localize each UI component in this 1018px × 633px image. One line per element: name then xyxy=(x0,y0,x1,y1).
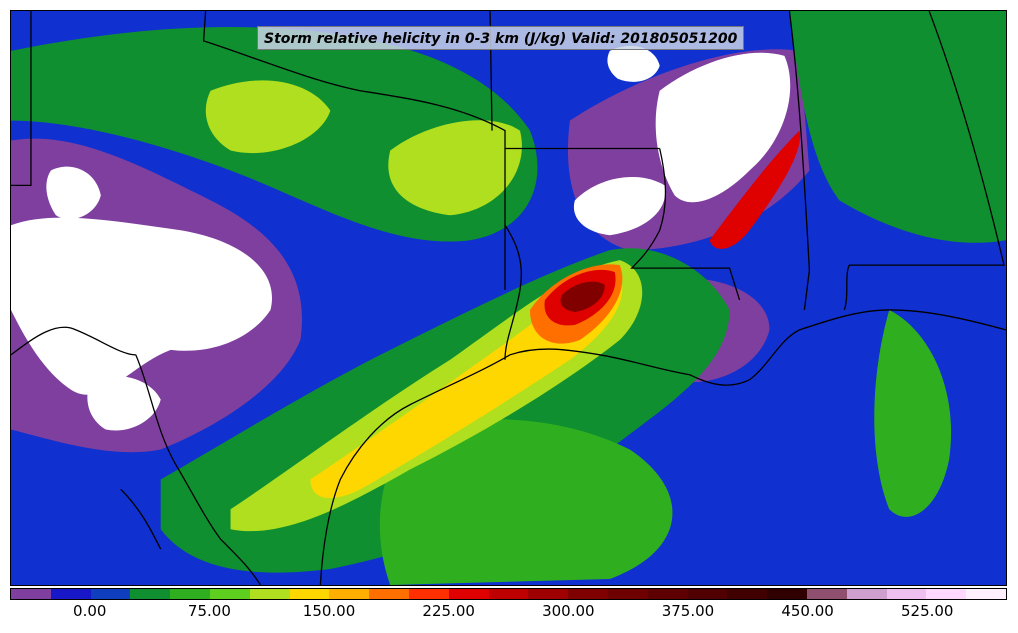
colorbar-segment xyxy=(329,589,370,599)
colorbar-tick-label: 450.00 xyxy=(781,602,834,620)
colorbar-segment xyxy=(607,589,648,599)
colorbar-segment xyxy=(767,589,807,599)
state-boundaries xyxy=(11,11,1005,585)
colorbar-tick-label: 150.00 xyxy=(302,602,356,620)
colorbar-segment xyxy=(886,589,927,599)
colorbar-segment xyxy=(11,589,51,599)
white-region-west-small xyxy=(46,166,101,220)
colorbar-segment xyxy=(289,589,330,599)
green-swath-gulf-east xyxy=(874,309,952,517)
yellow-green-north xyxy=(388,120,522,216)
yellow-green-ne xyxy=(205,80,331,154)
colorbar-tick-label: 375.00 xyxy=(661,602,715,620)
colorbar-segment xyxy=(130,589,171,599)
colorbar-tick-label: 300.00 xyxy=(542,602,595,620)
colorbar-segment xyxy=(90,589,131,599)
white-region-north-small xyxy=(573,176,666,236)
colorbar-tick-labels: 0.00 75.00 150.00 225.00 300.00 375.00 450.00 5… xyxy=(0,602,1018,626)
colorbar-segment xyxy=(647,589,688,599)
red-streak-ne xyxy=(709,130,801,249)
green-swath-south xyxy=(379,419,673,585)
colorbar-segment xyxy=(687,589,728,599)
colorbar-segment xyxy=(249,589,290,599)
colorbar-segment xyxy=(846,589,887,599)
colorbar-segment xyxy=(727,589,768,599)
white-region-north xyxy=(655,52,791,203)
colorbar-segment xyxy=(50,589,91,599)
white-region-southwest xyxy=(87,375,161,431)
colorbar-tick-label: 0.00 xyxy=(73,602,107,620)
colorbar-tick-label: 225.00 xyxy=(422,602,475,620)
white-region-north-top xyxy=(607,45,660,82)
map-panel: Storm relative helicity in 0-3 km (J/kg)… xyxy=(10,10,1007,586)
helicity-map xyxy=(11,11,1006,585)
colorbar-segment xyxy=(209,589,250,599)
map-title: Storm relative helicity in 0-3 km (J/kg)… xyxy=(257,26,745,50)
colorbar-segment xyxy=(488,589,529,599)
green-swath-east xyxy=(789,11,1006,243)
coastline xyxy=(319,309,1006,585)
colorbar-segment xyxy=(966,589,1006,599)
colorbar-segment xyxy=(806,589,847,599)
colorbar-segment xyxy=(369,589,409,599)
colorbar-segment xyxy=(170,589,210,599)
white-region-west xyxy=(11,217,273,395)
colorbar-segment xyxy=(926,589,967,599)
colorbar-segment xyxy=(408,589,449,599)
colorbar-segment xyxy=(528,589,569,599)
colorbar-tick-label: 525.00 xyxy=(900,602,954,620)
dark-red-core xyxy=(560,281,605,312)
colorbar xyxy=(10,588,1007,600)
colorbar-segment xyxy=(448,589,489,599)
colorbar-tick-label: 75.00 xyxy=(187,602,231,620)
colorbar-segment xyxy=(568,589,608,599)
